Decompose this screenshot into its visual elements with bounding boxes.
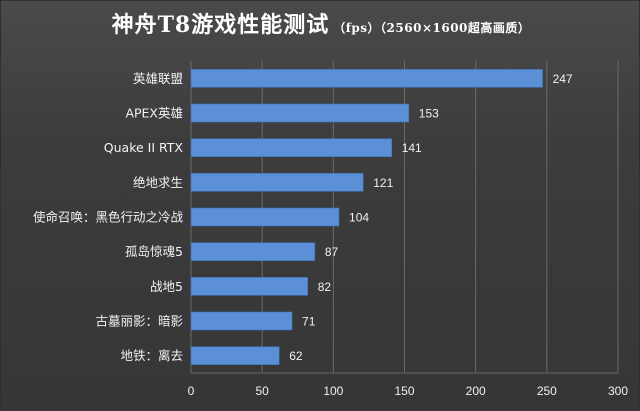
data-label: 87 [325, 245, 339, 259]
data-label: 104 [349, 211, 369, 225]
category-label: 地铁：离去 [120, 348, 183, 363]
bar [190, 138, 392, 157]
data-label: 153 [419, 107, 439, 121]
category-label: 绝地求生 [133, 175, 183, 190]
data-label: 62 [289, 349, 303, 363]
x-tick-label: 250 [537, 384, 557, 398]
category-label: 孤岛惊魂5 [125, 244, 183, 259]
data-label: 141 [402, 141, 422, 155]
bar [190, 311, 293, 331]
bar [190, 103, 410, 123]
bar [190, 69, 543, 88]
data-label: 71 [302, 315, 316, 329]
bar [190, 173, 364, 192]
bar [190, 277, 309, 296]
chart-title: 神舟T8游戏性能测试 [111, 12, 330, 38]
x-tick-label: 200 [466, 384, 486, 398]
bar [190, 346, 280, 365]
category-label: Quake II RTX [104, 140, 184, 155]
bar [190, 242, 316, 261]
category-label: 战地5 [150, 279, 183, 294]
category-label: 古墓丽影：暗影 [95, 314, 183, 329]
x-tick-label: 300 [608, 384, 628, 398]
data-label: 247 [553, 72, 573, 86]
bar [190, 207, 340, 227]
category-label: 使命召唤：黑色行动之冷战 [33, 210, 184, 225]
x-tick-label: 0 [188, 384, 195, 398]
x-tick-label: 150 [394, 384, 414, 398]
data-label: 121 [373, 176, 393, 190]
chart-title-block: 神舟T8游戏性能测试 （fps）（2560×1600超高画质） [1, 11, 640, 42]
x-tick-label: 100 [323, 384, 343, 398]
chart-subtitle: （fps）（2560×1600超高画质） [333, 21, 531, 35]
category-label: 英雄联盟 [133, 71, 183, 86]
data-label: 82 [318, 280, 332, 294]
x-tick-label: 50 [255, 384, 269, 398]
category-label: APEX英雄 [125, 106, 183, 121]
